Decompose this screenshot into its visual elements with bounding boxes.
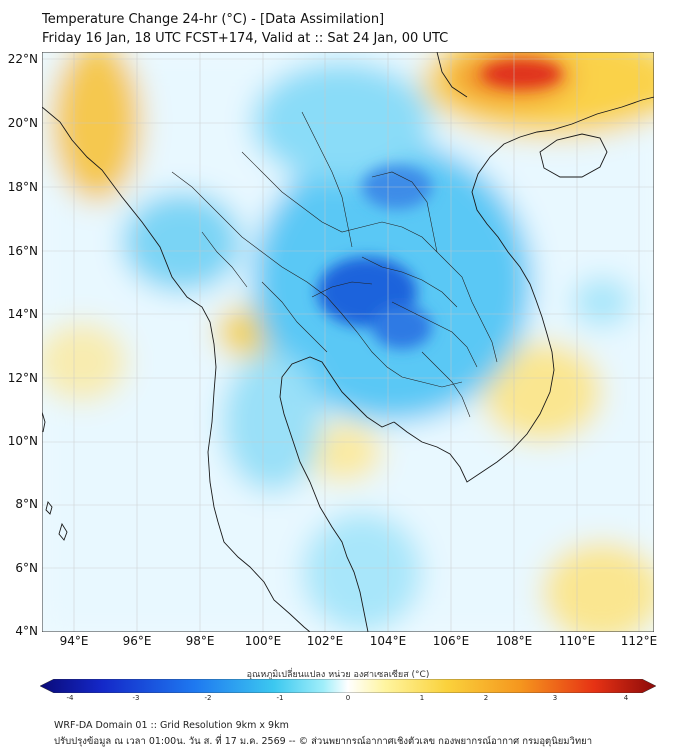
warm-blob-sw	[302, 422, 382, 482]
chart-subtitle: Friday 16 Jan, 18 UTC FCST+174, Valid at…	[42, 31, 449, 46]
cool-blob-south	[302, 512, 422, 632]
footer-model-info: WRF-DA Domain 01 :: Grid Resolution 9km …	[54, 720, 289, 731]
warm-blob-nw	[52, 52, 142, 202]
lon-label: 102°E	[306, 634, 344, 648]
lon-label: 94°E	[59, 634, 89, 648]
colorbar-tick: -4	[66, 694, 74, 702]
warm-blob-s	[542, 542, 654, 632]
lon-label: 108°E	[495, 634, 533, 648]
lat-label: 14°N	[7, 307, 38, 321]
cold-core-se	[372, 305, 432, 349]
coastlines	[42, 52, 654, 632]
cool-blob-gulf	[222, 352, 322, 492]
lon-label: 98°E	[185, 634, 215, 648]
colorbar-label: อุณหภูมิเปลี่ยนแปลง หน่วย องศาเซลเซียส (…	[246, 670, 430, 680]
cool-blob-west	[122, 192, 242, 292]
graticule	[42, 52, 654, 632]
cool-blob-east	[572, 277, 632, 327]
footer-credit: ปรับปรุงข้อมูล ณ เวลา 01:00น. วัน ส. ที่…	[54, 736, 593, 747]
colorbar-tick: 1	[419, 694, 425, 702]
colorbar-gradient	[40, 679, 656, 693]
lat-label: 4°N	[15, 624, 38, 638]
lat-label: 22°N	[7, 52, 38, 66]
lat-label: 12°N	[7, 371, 38, 385]
lon-label: 100°E	[244, 634, 282, 648]
lon-label: 96°E	[122, 634, 152, 648]
cool-blob-north	[252, 62, 432, 182]
lat-label: 20°N	[7, 116, 38, 130]
colorbar-tick: 3	[552, 694, 558, 702]
colorbar-tick: -3	[132, 694, 140, 702]
warm-blob-west	[42, 322, 127, 402]
colorbar-tick: 4	[623, 694, 629, 702]
chart-title: Temperature Change 24-hr (°C) - [Data As…	[42, 12, 385, 27]
lat-label: 10°N	[7, 434, 38, 448]
hot-spot-ne	[482, 60, 562, 88]
map-panel	[42, 52, 654, 632]
lon-label: 106°E	[432, 634, 470, 648]
admin-borders	[171, 111, 498, 418]
lat-label: 16°N	[7, 244, 38, 258]
warm-blob-se	[482, 342, 602, 442]
lon-label: 112°E	[620, 634, 658, 648]
lat-label: 18°N	[7, 180, 38, 194]
temperature-field	[42, 52, 654, 632]
colorbar	[40, 679, 656, 693]
colorbar-tick: -2	[204, 694, 212, 702]
lat-label: 6°N	[15, 561, 38, 575]
lon-label: 104°E	[369, 634, 407, 648]
lat-label: 8°N	[15, 497, 38, 511]
lon-label: 110°E	[558, 634, 596, 648]
colorbar-tick: -1	[276, 694, 284, 702]
colorbar-tick: 2	[483, 694, 489, 702]
colorbar-tick: 0	[345, 694, 351, 702]
